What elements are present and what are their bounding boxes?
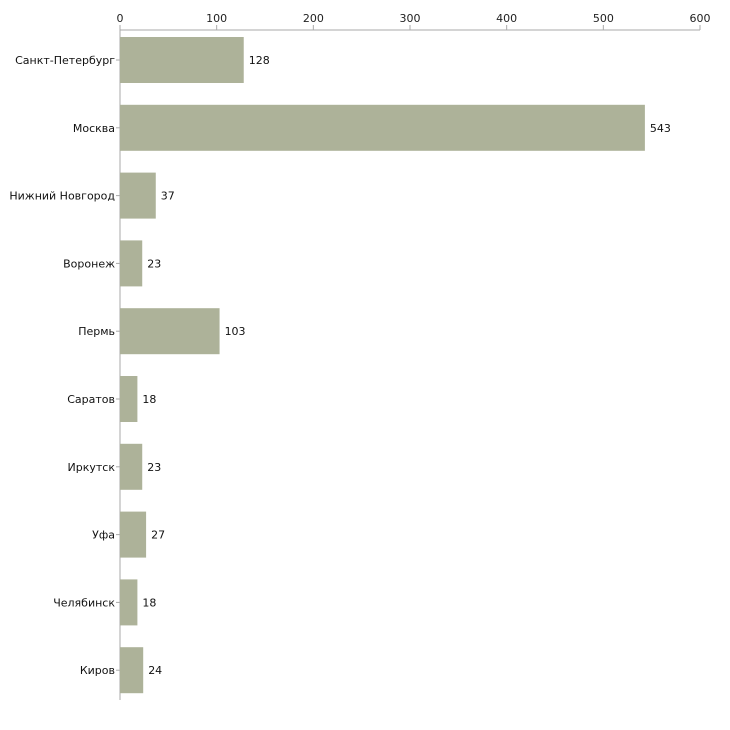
value-label: 128 — [249, 54, 270, 67]
bars: 128 543 37 23 103 18 23 27 18 24 — [120, 37, 671, 694]
category-label: Уфа — [92, 529, 115, 542]
category-label: Воронеж — [63, 257, 115, 270]
bar — [120, 308, 220, 355]
bar — [120, 240, 143, 287]
category-label: Саратов — [67, 393, 115, 406]
value-label: 543 — [650, 122, 671, 135]
x-axis: 0 100 200 300 400 500 600 — [117, 12, 711, 31]
bar — [120, 511, 147, 558]
category-label: Пермь — [78, 325, 115, 338]
value-label: 23 — [147, 257, 161, 270]
category-label: Киров — [80, 664, 115, 677]
x-tick-label: 400 — [496, 12, 517, 25]
bar — [120, 172, 156, 219]
bar — [120, 104, 645, 151]
value-label: 18 — [142, 393, 156, 406]
x-tick-label: 0 — [117, 12, 124, 25]
value-label: 103 — [225, 325, 246, 338]
value-label: 27 — [151, 529, 165, 542]
category-label: Иркутск — [68, 461, 116, 474]
bar — [120, 376, 138, 422]
x-tick-label: 200 — [303, 12, 324, 25]
category-label: Челябинск — [53, 596, 115, 609]
bar — [120, 647, 144, 694]
value-label: 23 — [147, 461, 161, 474]
x-tick-label: 100 — [206, 12, 227, 25]
category-label: Москва — [73, 122, 115, 135]
category-label: Нижний Новгород — [9, 190, 115, 203]
y-axis: Санкт-Петербург Москва Нижний Новгород Воро… — [9, 30, 121, 700]
value-label: 24 — [148, 664, 162, 677]
value-label: 18 — [142, 596, 156, 609]
bar — [120, 37, 244, 83]
bar — [120, 443, 143, 490]
value-label: 37 — [161, 190, 175, 203]
x-tick-label: 600 — [690, 12, 711, 25]
x-tick-label: 300 — [400, 12, 421, 25]
category-label: Санкт-Петербург — [15, 54, 115, 67]
bar — [120, 579, 138, 626]
x-tick-label: 500 — [593, 12, 614, 25]
